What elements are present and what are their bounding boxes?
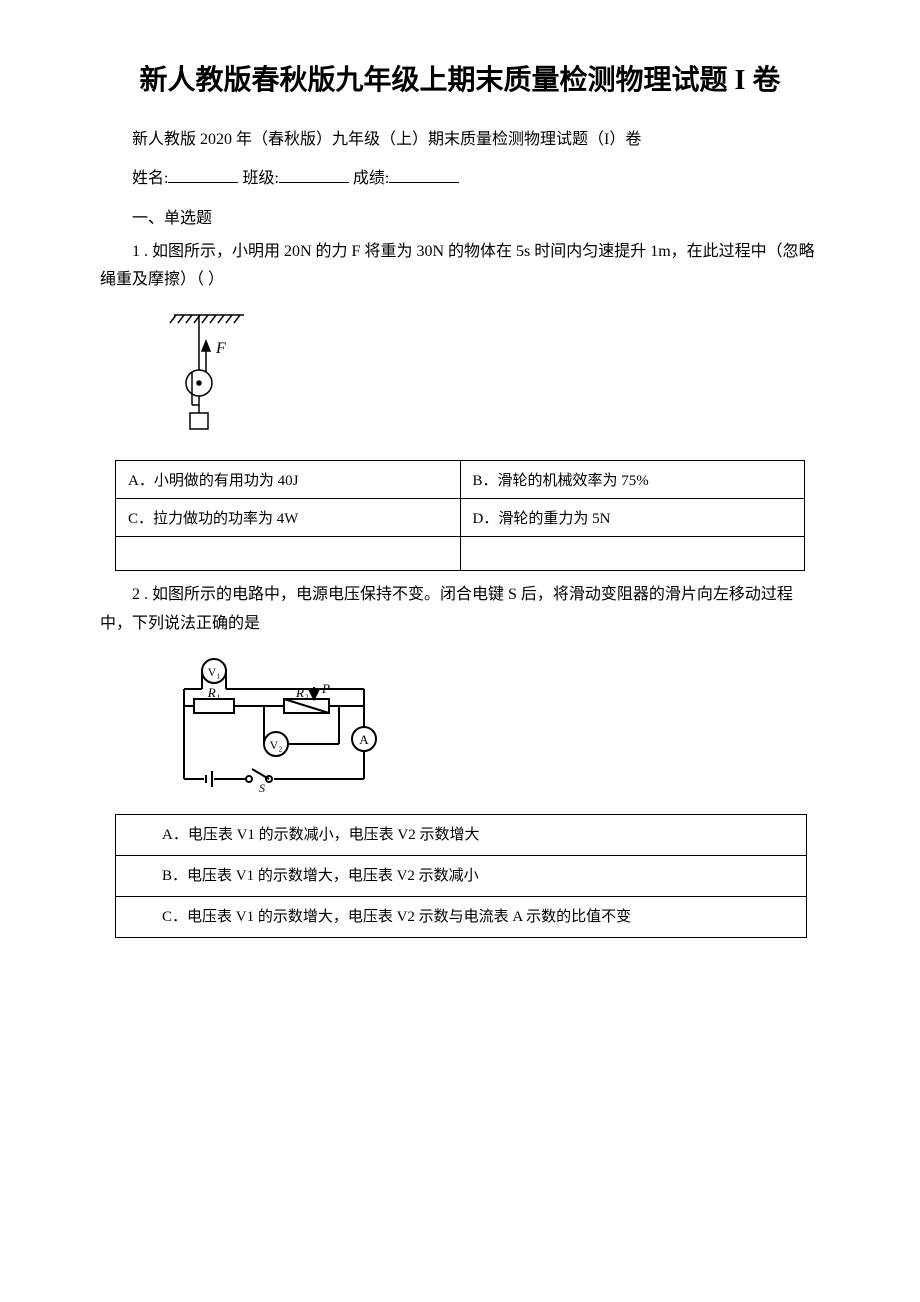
- score-label: 成绩:: [353, 170, 389, 187]
- q2-option-c: C．电压表 V1 的示数增大，电压表 V2 示数与电流表 A 示数的比值不变: [116, 897, 806, 937]
- document-subtitle: 新人教版 2020 年（春秋版）九年级（上）期末质量检测物理试题（I）卷: [100, 126, 820, 155]
- q1-option-c: C．拉力做功的功率为 4W: [116, 499, 461, 537]
- class-blank: [279, 166, 349, 183]
- score-blank: [389, 166, 459, 183]
- p-label: P: [321, 681, 330, 696]
- q1-option-a: A．小明做的有用功为 40J: [116, 461, 461, 499]
- q1-option-b: B．滑轮的机械效率为 75%: [460, 461, 805, 499]
- name-blank: [168, 166, 238, 183]
- document-title: 新人教版春秋版九年级上期末质量检测物理试题 I 卷: [100, 60, 820, 102]
- q1-option-empty2: [460, 537, 805, 571]
- question-1-options: A．小明做的有用功为 40J B．滑轮的机械效率为 75% C．拉力做功的功率为…: [115, 460, 805, 571]
- name-label: 姓名:: [132, 170, 168, 187]
- v1-meter-label: V₁: [208, 665, 221, 679]
- question-2-figure: V₁ R₁ R₂ P A V₂: [164, 649, 820, 804]
- student-info-line: 姓名: 班级: 成绩:: [100, 165, 820, 194]
- v2-meter-label: V₂: [270, 738, 283, 752]
- question-2-options: A．电压表 V1 的示数减小，电压表 V2 示数增大 B．电压表 V1 的示数增…: [115, 814, 807, 938]
- q2-option-a: A．电压表 V1 的示数减小，电压表 V2 示数增大: [116, 815, 806, 856]
- question-2-text: 2 . 如图所示的电路中，电源电压保持不变。闭合电键 S 后，将滑动变阻器的滑片…: [100, 581, 820, 639]
- ammeter-label: A: [359, 732, 369, 747]
- q1-option-d: D．滑轮的重力为 5N: [460, 499, 805, 537]
- r1-label: R₁: [207, 685, 220, 700]
- class-label: 班级:: [242, 170, 278, 187]
- question-1-text: 1 . 如图所示，小明用 20N 的力 F 将重为 30N 的物体在 5s 时间…: [100, 238, 820, 296]
- q1-option-empty1: [116, 537, 461, 571]
- switch-label: S: [259, 781, 265, 795]
- force-label: F: [215, 340, 226, 357]
- question-1-figure: F: [164, 305, 820, 450]
- q2-option-b: B．电压表 V1 的示数增大，电压表 V2 示数减小: [116, 856, 806, 897]
- section-heading-1: 一、单选题: [100, 204, 820, 228]
- r2-label: R₂: [295, 685, 309, 700]
